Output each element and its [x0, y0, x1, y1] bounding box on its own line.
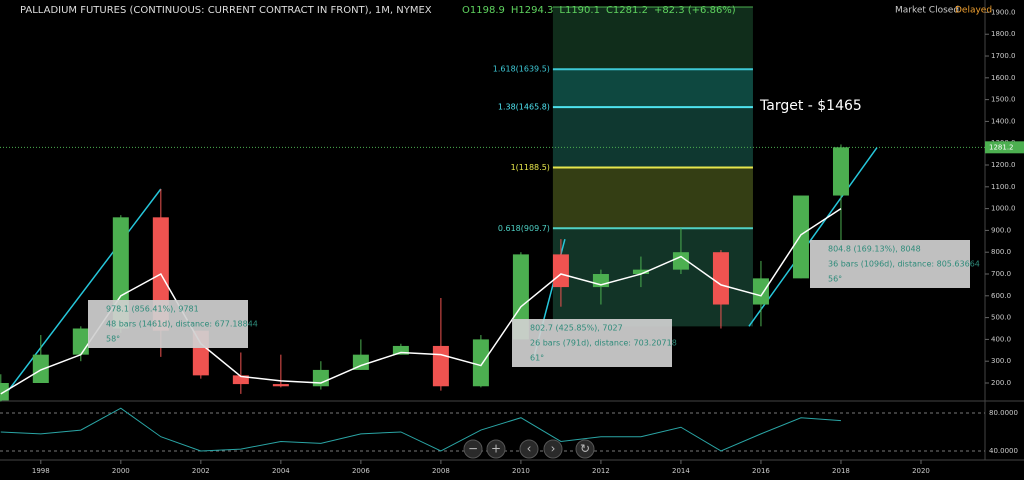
candle-body	[32, 354, 49, 383]
candle-body	[72, 328, 89, 355]
x-tick-label: 2006	[352, 467, 370, 475]
y-tick-label: 1400.0	[991, 117, 1016, 125]
candle-body	[472, 339, 489, 387]
measure-text: 804.8 (169.13%), 8048	[828, 245, 921, 254]
x-tick-label: 2020	[912, 467, 930, 475]
y-tick-label: 300.0	[991, 357, 1011, 365]
measure-text: 61°	[530, 354, 544, 363]
fib-label: 0.618(909.7)	[498, 224, 550, 233]
plot: 200.0 300.0 400.0 500.0 600.0 700.0 800.0 900.0…	[0, 6, 1024, 475]
x-tick-label: 2016	[752, 467, 770, 475]
reset[interactable]: ↻	[575, 439, 595, 459]
measure-text: 56°	[828, 275, 842, 284]
fib-band	[552, 107, 753, 168]
y-tick-label: 1000.0	[991, 205, 1016, 213]
moving-average	[0, 207, 842, 395]
svg-text:↻: ↻	[580, 442, 590, 456]
y-tick-label: 1900.0	[991, 8, 1016, 16]
measure-text: 48 bars (1461d), distance: 677.18844	[106, 320, 258, 329]
header-value: O1198.9	[462, 5, 505, 16]
header-value: C1281.2	[606, 5, 648, 16]
delayed: Delayed	[955, 6, 992, 16]
x-tick-label: 2012	[592, 467, 610, 475]
candle-body	[352, 354, 369, 370]
candle-body	[552, 254, 569, 288]
candle-body	[232, 375, 249, 385]
measure-text: 58°	[106, 335, 120, 344]
x-tick-label: 2002	[192, 467, 210, 475]
svg-text:›: ›	[551, 442, 556, 456]
zoom-in[interactable]: +	[486, 439, 506, 459]
x-tick-label: 2014	[672, 467, 690, 475]
fib-band	[552, 69, 753, 108]
measure-text: 802.7 (425.85%), 7027	[530, 324, 623, 333]
y-tick-label: 1100.0	[991, 183, 1016, 191]
header-value: +82.3 (+6.86%)	[654, 5, 736, 16]
measure-text: 36 bars (1096d), distance: 805.63664	[828, 260, 980, 269]
y-tick-label: 600.0	[991, 292, 1011, 300]
measure-box: 978.1 (856.41%), 9781 48 bars (1461d), di…	[88, 300, 258, 348]
y-tick-label: 1500.0	[991, 96, 1016, 104]
candle-body	[272, 384, 289, 387]
measure-bg	[810, 240, 970, 288]
measure-bg	[88, 300, 248, 348]
candle-body	[752, 278, 769, 305]
scroll-right[interactable]: ›	[543, 439, 563, 459]
x-tick-label: 2018	[832, 467, 850, 475]
y-tick-label: 200.0	[991, 379, 1011, 387]
header-value: H1294.3	[511, 5, 554, 16]
y-tick-label: 700.0	[991, 270, 1011, 278]
last-price-tag	[985, 141, 1024, 154]
measure-box: 802.7 (425.85%), 7027 26 bars (791d), dis…	[512, 319, 677, 367]
candle-body	[792, 195, 809, 279]
trend-line	[0, 188, 162, 401]
candle-body	[632, 269, 649, 275]
candle-body	[432, 345, 449, 387]
fib-label: 1.618(1639.5)	[493, 65, 550, 74]
svg-text:‹: ‹	[527, 442, 532, 456]
annotation: Target - $1465	[759, 98, 862, 114]
candle-body	[312, 369, 329, 387]
nav-buttons: − + ‹ › ↻	[463, 439, 595, 459]
x-tick-label: 1998	[32, 467, 50, 475]
last-price-label: 1281.2	[989, 143, 1014, 151]
rsi-line	[0, 407, 842, 452]
rsi-tick-label: 80.0000	[989, 409, 1018, 417]
zoom-out[interactable]: −	[463, 439, 483, 459]
header-values: O1198.9 H1294.3 L1190.1 C1281.2 +82.3 (+6.86…	[462, 5, 736, 16]
candle-body	[832, 147, 849, 196]
x-tick-label: 2010	[512, 467, 530, 475]
measure-text: 978.1 (856.41%), 9781	[106, 305, 199, 314]
measure-text: 26 bars (791d), distance: 703.20718	[530, 339, 677, 348]
y-tick-label: 500.0	[991, 314, 1011, 322]
candle-body	[712, 252, 729, 305]
svg-text:+: +	[491, 442, 501, 456]
candle-body	[512, 254, 529, 340]
scroll-left[interactable]: ‹	[519, 439, 539, 459]
x-tick-label: 2008	[432, 467, 450, 475]
y-tick-label: 900.0	[991, 226, 1011, 234]
fib-band	[552, 167, 753, 229]
y-tick-label: 1600.0	[991, 74, 1016, 82]
chart-title: PALLADIUM FUTURES (CONTINUOUS: CURRENT C…	[20, 5, 432, 16]
trend-line	[748, 147, 878, 327]
y-tick-label: 800.0	[991, 248, 1011, 256]
y-tick-label: 1800.0	[991, 30, 1016, 38]
y-tick-label: 1200.0	[991, 161, 1016, 169]
fib-label: 1(1188.5)	[511, 163, 550, 172]
market-status: Market Closed	[895, 6, 959, 16]
y-tick-label: 400.0	[991, 335, 1011, 343]
measure-box: 804.8 (169.13%), 8048 36 bars (1096d), di…	[810, 240, 980, 288]
measure-bg	[512, 319, 672, 367]
svg-text:−: −	[468, 442, 478, 456]
rsi-tick-label: 40.0000	[989, 447, 1018, 455]
x-tick-label: 2004	[272, 467, 290, 475]
fib-label: 1.38(1465.8)	[498, 103, 550, 112]
candle-body	[392, 345, 409, 355]
x-tick-label: 2000	[112, 467, 130, 475]
y-tick-label: 1700.0	[991, 52, 1016, 60]
header-value: L1190.1	[559, 5, 600, 16]
candle-body	[672, 252, 689, 270]
